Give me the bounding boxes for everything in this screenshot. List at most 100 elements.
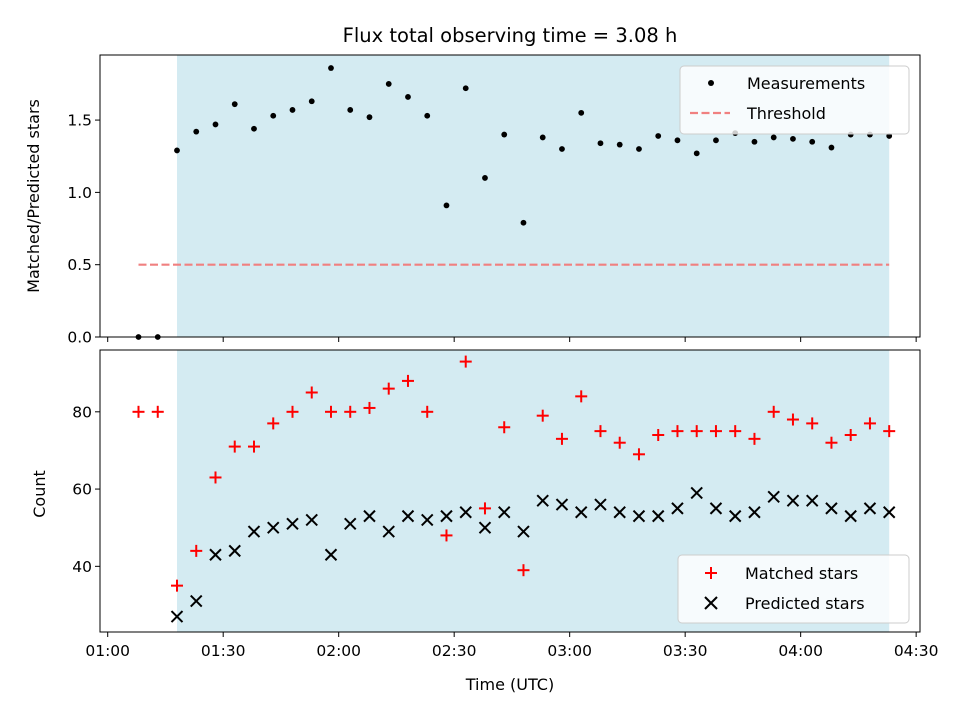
measurement-point <box>790 135 796 142</box>
predicted-stars-point <box>421 513 434 527</box>
legend-predicted-label: Predicted stars <box>745 594 865 613</box>
measurement-point <box>347 107 354 113</box>
bottom-axes-frame <box>99 349 921 633</box>
matched-stars-point <box>459 355 472 368</box>
predicted-stars-point <box>671 502 684 515</box>
bottom-panel-marks <box>132 355 896 623</box>
x-tick-label: 02:30 <box>432 642 477 660</box>
matched-stars-point <box>709 425 722 438</box>
predicted-stars-point <box>786 494 800 507</box>
x-tick-label: 04:30 <box>894 642 939 660</box>
predicted-stars-point <box>382 525 395 538</box>
predicted-stars-point <box>536 494 549 507</box>
measurement-point <box>328 65 334 71</box>
predicted-stars-point <box>363 509 376 523</box>
measurement-point <box>636 146 642 152</box>
measurement-point <box>462 85 469 92</box>
matched-stars-point <box>305 386 318 399</box>
top-panel: 0.0 0.5 1.0 1.5 Matched/Predicted stars Mea… <box>24 54 921 347</box>
top-x-ticks <box>107 337 917 342</box>
bottom-y-ticks: 40 60 80 <box>72 403 100 576</box>
matched-stars-point <box>613 436 626 449</box>
measurement-point <box>424 112 431 119</box>
matched-stars-point <box>517 564 530 577</box>
predicted-stars-point <box>324 548 338 561</box>
measurement-point <box>366 114 373 121</box>
matched-stars-point <box>786 413 799 426</box>
predicted-stars-point <box>440 509 453 523</box>
x-tick-label: 01:30 <box>201 642 246 660</box>
matched-stars-point <box>806 417 819 430</box>
chart-title: Flux total observing time = 3.08 h <box>343 24 678 47</box>
bottom-legend: Matched stars Predicted stars <box>677 554 910 624</box>
predicted-stars-point <box>709 502 723 515</box>
measurement-point <box>713 137 719 144</box>
matched-stars-point <box>151 405 164 418</box>
measurement-point <box>674 137 681 144</box>
matched-stars-point <box>190 544 203 557</box>
matched-stars-point <box>575 390 588 403</box>
measurement-point <box>809 138 816 145</box>
x-tick-label: 03:00 <box>547 642 592 660</box>
measurement-point <box>597 140 604 147</box>
matched-stars-point <box>767 405 780 418</box>
predicted-stars-point <box>882 506 896 519</box>
top-axes-frame <box>99 54 921 338</box>
matched-stars-point <box>883 425 896 438</box>
x-tick-label: 01:00 <box>85 642 130 660</box>
measurement-point <box>559 146 565 152</box>
matched-stars-point <box>690 425 703 438</box>
predicted-stars-point <box>517 525 530 538</box>
predicted-stars-point <box>498 506 511 519</box>
top-legend: Measurements Threshold <box>679 65 910 135</box>
measurement-point <box>693 150 700 157</box>
top-panel-marks <box>135 65 893 340</box>
matched-stars-point <box>652 428 665 441</box>
matched-stars-point <box>671 425 684 438</box>
predicted-stars-point <box>748 506 761 519</box>
matched-stars-point <box>844 428 857 441</box>
predicted-stars-point <box>652 509 665 523</box>
matched-stars-point <box>825 436 838 449</box>
matched-stars-point <box>440 529 453 542</box>
matched-stars-point <box>632 448 645 461</box>
y-tick-label: 60 <box>72 481 92 499</box>
predicted-stars-point <box>305 513 318 527</box>
measurement-point <box>308 98 315 105</box>
top-y-ticks: 0.0 0.5 1.0 1.5 <box>67 112 100 347</box>
measurement-point <box>270 112 277 119</box>
legend-matched-label: Matched stars <box>745 564 858 583</box>
legend-measurements-marker <box>708 80 714 86</box>
measurement-point <box>751 138 758 145</box>
measurement-point <box>616 141 623 148</box>
predicted-stars-point <box>170 610 184 623</box>
predicted-stars-point <box>286 517 299 531</box>
matched-stars-point <box>228 440 241 453</box>
predicted-stars-point <box>613 506 626 519</box>
predicted-stars-point <box>863 502 877 515</box>
matched-stars-point <box>478 502 491 515</box>
predicted-stars-point <box>729 509 742 523</box>
measurement-point <box>231 101 238 108</box>
measurement-point <box>385 81 392 87</box>
predicted-stars-point <box>555 498 569 511</box>
predicted-stars-point <box>594 498 607 511</box>
matched-stars-point <box>209 471 222 484</box>
matched-stars-point <box>170 579 183 592</box>
measurement-point <box>193 128 200 135</box>
matched-stars-point <box>421 405 434 418</box>
matched-stars-point <box>729 425 742 438</box>
predicted-stars-point <box>478 521 492 534</box>
predicted-stars-point <box>632 509 646 523</box>
top-y-axis-label: Matched/Predicted stars <box>24 99 43 293</box>
y-tick-label: 1.0 <box>67 184 92 202</box>
matched-stars-point <box>594 425 607 438</box>
predicted-stars-point <box>228 544 241 558</box>
x-tick-label: 04:00 <box>778 642 823 660</box>
predicted-stars-point <box>344 517 357 531</box>
matched-stars-point <box>267 417 280 430</box>
matched-stars-point <box>344 405 357 418</box>
matched-stars-point <box>247 440 260 453</box>
measurement-point <box>443 202 450 209</box>
